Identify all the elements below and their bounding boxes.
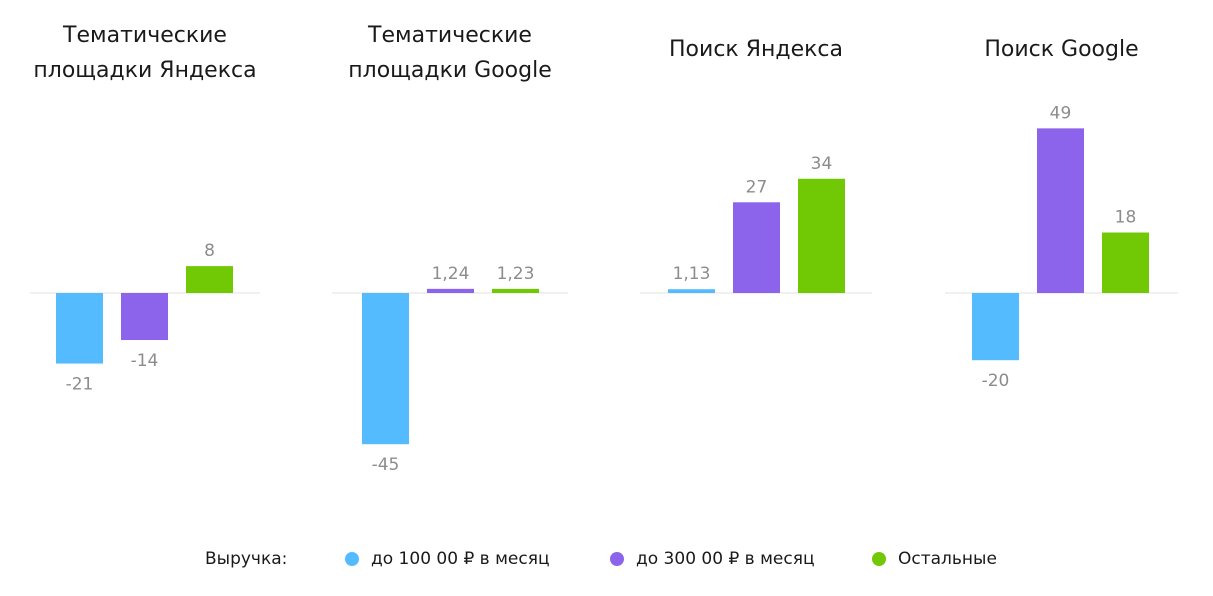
bar-panel-2-series-1	[362, 293, 409, 445]
legend-swatch-series-3	[872, 552, 886, 566]
value-label-panel-1-series-3: 8	[204, 241, 215, 261]
value-label-panel-3-series-2: 27	[746, 177, 768, 197]
value-label-panel-3-series-3: 34	[811, 154, 833, 174]
panel-title-2: Тематические площадки Google	[348, 23, 551, 83]
bar-panel-1-series-3	[186, 266, 233, 293]
chart-panel-3: Поиск Яндекса 1,13 27 34	[640, 37, 872, 294]
legend-item-series-1: до 100 00 ₽ в месяц	[345, 549, 550, 569]
value-label-panel-3-series-1: 1,13	[673, 264, 711, 284]
chart-panel-4: Поиск Google -20 49 18	[945, 37, 1178, 391]
value-label-panel-4-series-3: 18	[1115, 208, 1137, 228]
panel-title-line-1-1: Тематические	[62, 23, 227, 48]
chart-panel-2: Тематические площадки Google -45 1,24 1,23	[332, 23, 568, 475]
panel-title-line-2-2: площадки Google	[348, 58, 551, 83]
value-label-panel-1-series-1: -21	[66, 375, 94, 395]
panel-title-line-3-1: Поиск Яндекса	[669, 37, 843, 62]
value-label-panel-4-series-1: -20	[982, 371, 1010, 391]
panel-title-line-1-2: площадки Яндекса	[33, 58, 256, 83]
bar-panel-4-series-3	[1102, 232, 1149, 293]
value-label-panel-1-series-2: -14	[131, 351, 159, 371]
bar-panel-3-series-2	[733, 202, 780, 293]
value-label-panel-4-series-2: 49	[1050, 103, 1072, 123]
legend-title: Выручка:	[205, 549, 288, 569]
legend-label-series-2: до 300 00 ₽ в месяц	[636, 549, 815, 569]
value-label-panel-2-series-2: 1,24	[432, 264, 470, 284]
bar-panel-1-series-2	[121, 293, 168, 341]
panel-title-line-4-1: Поиск Google	[984, 37, 1138, 62]
chart-panel-1: Тематические площадки Яндекса -21 -14 8	[30, 23, 260, 395]
bar-panel-3-series-3	[798, 178, 845, 293]
bar-panel-4-series-2	[1037, 128, 1084, 293]
legend-swatch-series-1	[345, 552, 359, 566]
bar-panel-2-series-3	[492, 288, 539, 293]
panel-title-4: Поиск Google	[984, 37, 1138, 62]
bar-panel-4-series-1	[972, 293, 1019, 361]
value-label-panel-2-series-1: -45	[372, 455, 400, 475]
legend-label-series-1: до 100 00 ₽ в месяц	[371, 549, 550, 569]
bar-panel-2-series-2	[427, 288, 474, 293]
panel-title-1: Тематические площадки Яндекса	[33, 23, 256, 83]
bar-panel-1-series-1	[56, 293, 103, 364]
legend-swatch-series-2	[610, 552, 624, 566]
panel-title-line-2-1: Тематические	[367, 23, 532, 48]
legend-item-series-3: Остальные	[872, 549, 997, 569]
legend: Выручка: до 100 00 ₽ в месяц до 300 00 ₽…	[0, 544, 1213, 576]
value-label-panel-2-series-3: 1,23	[497, 264, 535, 284]
legend-item-series-2: до 300 00 ₽ в месяц	[610, 549, 815, 569]
legend-label-series-3: Остальные	[898, 549, 997, 569]
panel-title-3: Поиск Яндекса	[669, 37, 843, 62]
bar-panel-3-series-1	[668, 289, 715, 293]
